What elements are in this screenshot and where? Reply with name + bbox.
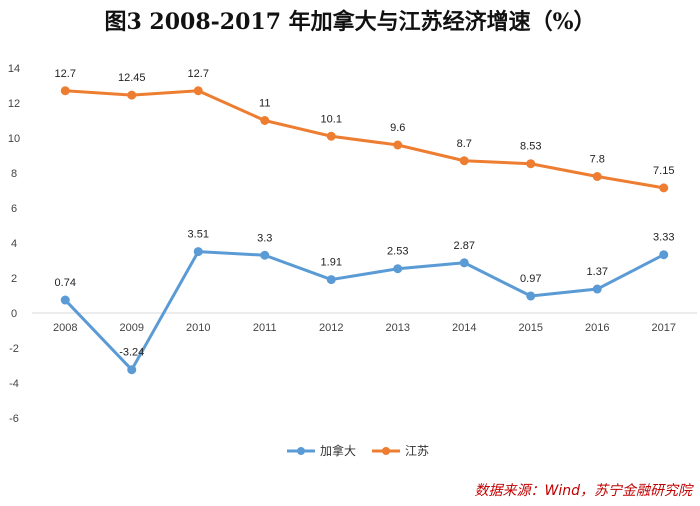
y-tick-label: 4 xyxy=(11,238,17,250)
data-label: 3.51 xyxy=(188,229,209,241)
x-tick-label: 2016 xyxy=(585,322,609,334)
data-point xyxy=(60,295,70,305)
y-tick-label: -6 xyxy=(9,413,19,425)
legend-marker xyxy=(382,447,390,455)
data-point xyxy=(60,86,70,96)
data-point xyxy=(127,90,137,100)
data-label: 2.87 xyxy=(454,240,475,252)
y-tick-label: 6 xyxy=(11,203,17,215)
data-label: 2.53 xyxy=(387,246,408,258)
data-point xyxy=(592,172,602,181)
data-label: 8.53 xyxy=(520,141,541,153)
legend-label: 加拿大 xyxy=(320,443,356,458)
x-tick-label: 2017 xyxy=(652,322,676,334)
y-tick-label: -4 xyxy=(9,378,19,390)
data-label: 1.91 xyxy=(321,257,342,269)
data-point xyxy=(592,284,602,294)
y-tick-label: 14 xyxy=(8,63,20,75)
data-point xyxy=(260,250,270,260)
data-point xyxy=(326,131,336,141)
x-tick-label: 2013 xyxy=(386,322,410,334)
data-label: 8.7 xyxy=(457,138,472,150)
data-point xyxy=(393,264,403,274)
data-label: 0.97 xyxy=(520,273,541,285)
series-line-1 xyxy=(63,89,666,190)
data-label: 7.8 xyxy=(590,154,605,166)
x-tick-label: 2015 xyxy=(519,322,543,334)
data-label: 7.15 xyxy=(653,165,674,177)
legend-marker xyxy=(297,447,305,455)
data-point xyxy=(459,156,469,166)
data-point xyxy=(393,140,403,150)
data-label: 3.33 xyxy=(653,232,674,244)
data-label: 3.3 xyxy=(257,232,272,244)
data-point xyxy=(193,86,203,96)
x-tick-label: 2009 xyxy=(120,322,144,334)
x-tick-label: 2010 xyxy=(186,322,210,334)
data-point xyxy=(193,247,203,257)
data-label: 0.74 xyxy=(55,277,76,289)
x-tick-label: 2014 xyxy=(452,322,476,334)
data-point xyxy=(326,275,336,285)
data-point xyxy=(526,159,536,169)
series-line-0 xyxy=(63,250,666,372)
x-tick-label: 2008 xyxy=(53,322,77,334)
chart-title: 图3 2008-2017 年加拿大与江苏经济增速（%） xyxy=(104,9,596,35)
data-point xyxy=(127,365,137,375)
data-point xyxy=(526,291,536,301)
data-label: 12.7 xyxy=(188,68,209,80)
data-point xyxy=(659,183,669,193)
data-point xyxy=(659,250,669,260)
data-label: 1.37 xyxy=(587,266,608,278)
y-tick-label: 0 xyxy=(11,308,17,320)
x-tick-label: 2011 xyxy=(253,322,277,334)
data-label: 12.7 xyxy=(55,68,76,80)
legend-label: 江苏 xyxy=(405,444,429,458)
data-label: 10.1 xyxy=(321,113,342,125)
data-point xyxy=(260,116,270,125)
x-tick-label: 2012 xyxy=(319,322,343,334)
y-tick-label: 12 xyxy=(8,98,20,110)
y-tick-label: 10 xyxy=(8,133,20,145)
data-label: 11 xyxy=(259,98,270,110)
y-tick-label: 8 xyxy=(11,168,17,180)
y-tick-label: -2 xyxy=(9,343,19,355)
data-label: 12.45 xyxy=(118,72,146,84)
data-point xyxy=(459,258,469,268)
data-label: 9.6 xyxy=(390,122,405,134)
data-label: -3.24 xyxy=(119,347,144,359)
y-tick-label: 2 xyxy=(11,273,17,285)
source-note: 数据来源：Wind，苏宁金融研究院 xyxy=(474,483,693,499)
